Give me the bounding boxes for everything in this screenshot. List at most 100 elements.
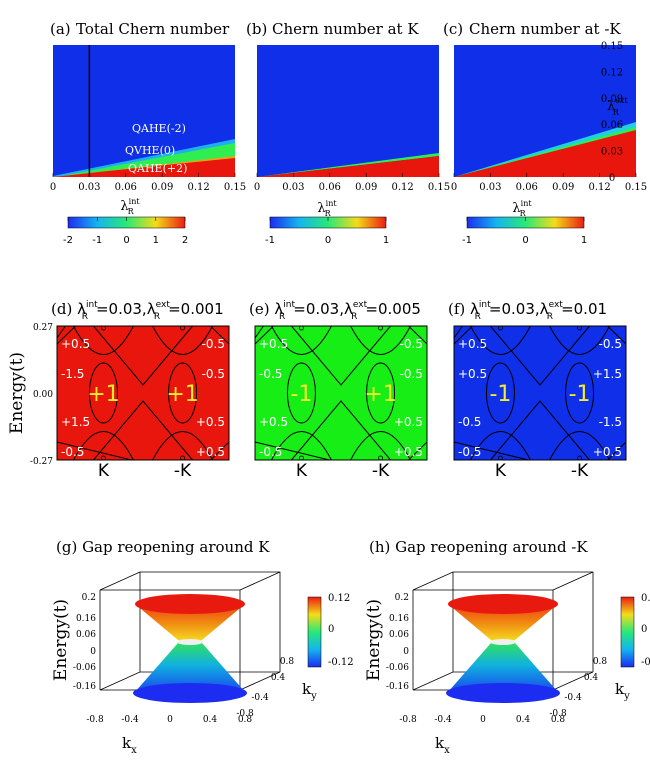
band-label-right: +0.5 xyxy=(394,415,423,429)
kx-tick-label: 0 xyxy=(480,715,486,725)
band-label-right: +0.5 xyxy=(593,445,622,459)
z-tick-label: -0.16 xyxy=(386,682,409,692)
chern-label: +1 xyxy=(87,382,119,407)
heatmap-c-region-red xyxy=(454,130,636,177)
band-label-left: +0.5 xyxy=(458,367,487,381)
heatmap-b-background xyxy=(257,45,439,177)
band-node xyxy=(378,325,383,331)
colorbar-tick-label: 0 xyxy=(325,235,331,246)
x-tick-label: 0 xyxy=(50,182,56,193)
panel-g: (g) Gap reopening around K 0.2 0.16 0.06 0 -0… xyxy=(51,538,354,756)
kx-tick-label: 0.4 xyxy=(516,715,531,725)
heatmap-c-x-ticks: 0 0.03 0.06 0.09 0.12 0.15 xyxy=(451,173,647,193)
colorbar-tick-label: -1 xyxy=(265,235,275,246)
x-tick-label: 0.12 xyxy=(391,182,413,193)
ky-tick-label: -0.4 xyxy=(564,693,582,703)
band-arc xyxy=(270,325,332,461)
band-label-left: -0.5 xyxy=(259,445,282,459)
x-tick-label: 0.03 xyxy=(78,182,100,193)
ky-tick-label: 0.8 xyxy=(280,657,295,667)
kx-tick-label: -0.8 xyxy=(399,715,417,725)
surface-zlabel: Energy(t) xyxy=(364,599,384,681)
band-title: (f) λint R =0.03,λext R =0.01 xyxy=(448,300,607,322)
panel-c-title: Chern number at -K xyxy=(469,20,621,38)
band-x-tick-label: -K xyxy=(571,461,589,481)
band-x-tick-label: K xyxy=(495,461,507,481)
band-node xyxy=(101,455,106,461)
panel-b-title: Chern number at K xyxy=(272,20,419,38)
band-node xyxy=(577,455,582,461)
heatmap-c-boundary-cyan xyxy=(454,122,636,177)
colorbar-tick-label: 0 xyxy=(123,235,129,246)
heatmap-b-boundary xyxy=(257,153,439,177)
band-y-tick-label: 0.00 xyxy=(33,390,53,400)
ky-tick-label: 0.4 xyxy=(271,673,286,683)
heatmap-b-x-ticks: 0 0.03 0.06 0.09 0.12 0.15 xyxy=(254,173,450,193)
band-label-left: -1.5 xyxy=(61,367,84,381)
surface-ky-label: ky xyxy=(615,680,630,702)
panel-c-label: (c) xyxy=(443,20,463,38)
band-label-left: +0.5 xyxy=(61,337,90,351)
y-tick-label: 0 xyxy=(609,173,615,184)
band-node xyxy=(299,325,304,331)
panel-d: (d) λint R =0.03,λext R =0.001 +0.5 -1.5 +1.5 -0… xyxy=(7,300,230,481)
band-label-right: -0.5 xyxy=(400,367,423,381)
z-tick-label: -0.06 xyxy=(386,663,409,673)
x-tick-label: 0.09 xyxy=(552,182,574,193)
colorbar-tick-label: 1 xyxy=(383,235,389,246)
x-tick-label: 0.03 xyxy=(479,182,501,193)
band-arc xyxy=(469,325,531,461)
z-tick-label: 0.06 xyxy=(76,630,96,640)
panel-f: (f) λint R =0.03,λext R =0.01 +0.5 +0.5 -0.5 -0.… xyxy=(448,300,627,481)
colorbar-tick-label: 2 xyxy=(182,235,188,246)
panel-h: (h) Gap reopening around -K 0.2 0.16 0.06 0 -… xyxy=(364,538,650,756)
x-tick-label: 0.15 xyxy=(224,182,246,193)
x-tick-label: 0.15 xyxy=(428,182,450,193)
band-x-tick-label: K xyxy=(296,461,308,481)
band-y-tick-label: -0.27 xyxy=(30,457,53,467)
panel-a-title: Total Chern number xyxy=(76,20,230,38)
z-tick-label: -0.16 xyxy=(73,682,96,692)
kx-tick-label: -0.4 xyxy=(434,715,452,725)
ky-tick-label: 0.8 xyxy=(593,657,608,667)
band-label-right: -0.5 xyxy=(202,337,225,351)
surface-colorbar xyxy=(620,596,635,668)
panel-a-label: (a) xyxy=(50,20,71,38)
band-lines xyxy=(56,325,230,461)
surface-title: (g) Gap reopening around K xyxy=(56,538,270,556)
band-label-right: +0.5 xyxy=(196,445,225,459)
band-label-left: -0.5 xyxy=(259,367,282,381)
x-tick-label: 0.12 xyxy=(588,182,610,193)
surface-zlabel: Energy(t) xyxy=(51,599,71,681)
heatmap-a-region-qahe-plus2 xyxy=(53,158,235,177)
ky-tick-label: -0.8 xyxy=(236,709,254,719)
band-arc xyxy=(72,325,134,461)
region-label-qvhe: QVHE(0) xyxy=(125,144,175,157)
band-arc xyxy=(152,325,214,461)
z-tick-label: 0.2 xyxy=(82,593,96,603)
band-panel-background xyxy=(254,325,428,461)
band-label-left: -0.5 xyxy=(458,415,481,429)
region-label-qahe-plus2: QAHE(+2) xyxy=(128,162,187,175)
colorbar-tick-label: -2 xyxy=(63,235,73,246)
x-tick-label: 0 xyxy=(254,182,260,193)
kx-tick-label: 0.8 xyxy=(551,715,566,725)
band-node xyxy=(180,455,185,461)
band-arc xyxy=(549,325,611,461)
surface-colorbar-tick-label: 0.12 xyxy=(641,593,650,604)
colorbar-tick-label: 0 xyxy=(522,235,528,246)
heatmap-c-y-ticks: 0 0.03 0.06 0.09 0.12 0.15 xyxy=(601,41,623,184)
kx-tick-label: 0 xyxy=(167,715,173,725)
z-tick-label: 0.06 xyxy=(389,630,409,640)
band-label-left: +0.5 xyxy=(458,337,487,351)
band-node xyxy=(577,325,582,331)
x-tick-label: 0.06 xyxy=(319,182,341,193)
band-title: (d) λint R =0.03,λext R =0.001 xyxy=(51,300,224,322)
band-y-tick-label: 0.27 xyxy=(33,323,53,333)
region-label-qahe-minus2: QAHE(-2) xyxy=(132,122,186,135)
z-tick-label: 0.16 xyxy=(389,614,409,624)
gap-region xyxy=(490,639,516,645)
kx-tick-label: -0.4 xyxy=(121,715,139,725)
heatmap-c-xlabel: λint R xyxy=(512,199,532,218)
band-title: (e) λint R =0.03,λext R =0.005 xyxy=(249,300,421,322)
